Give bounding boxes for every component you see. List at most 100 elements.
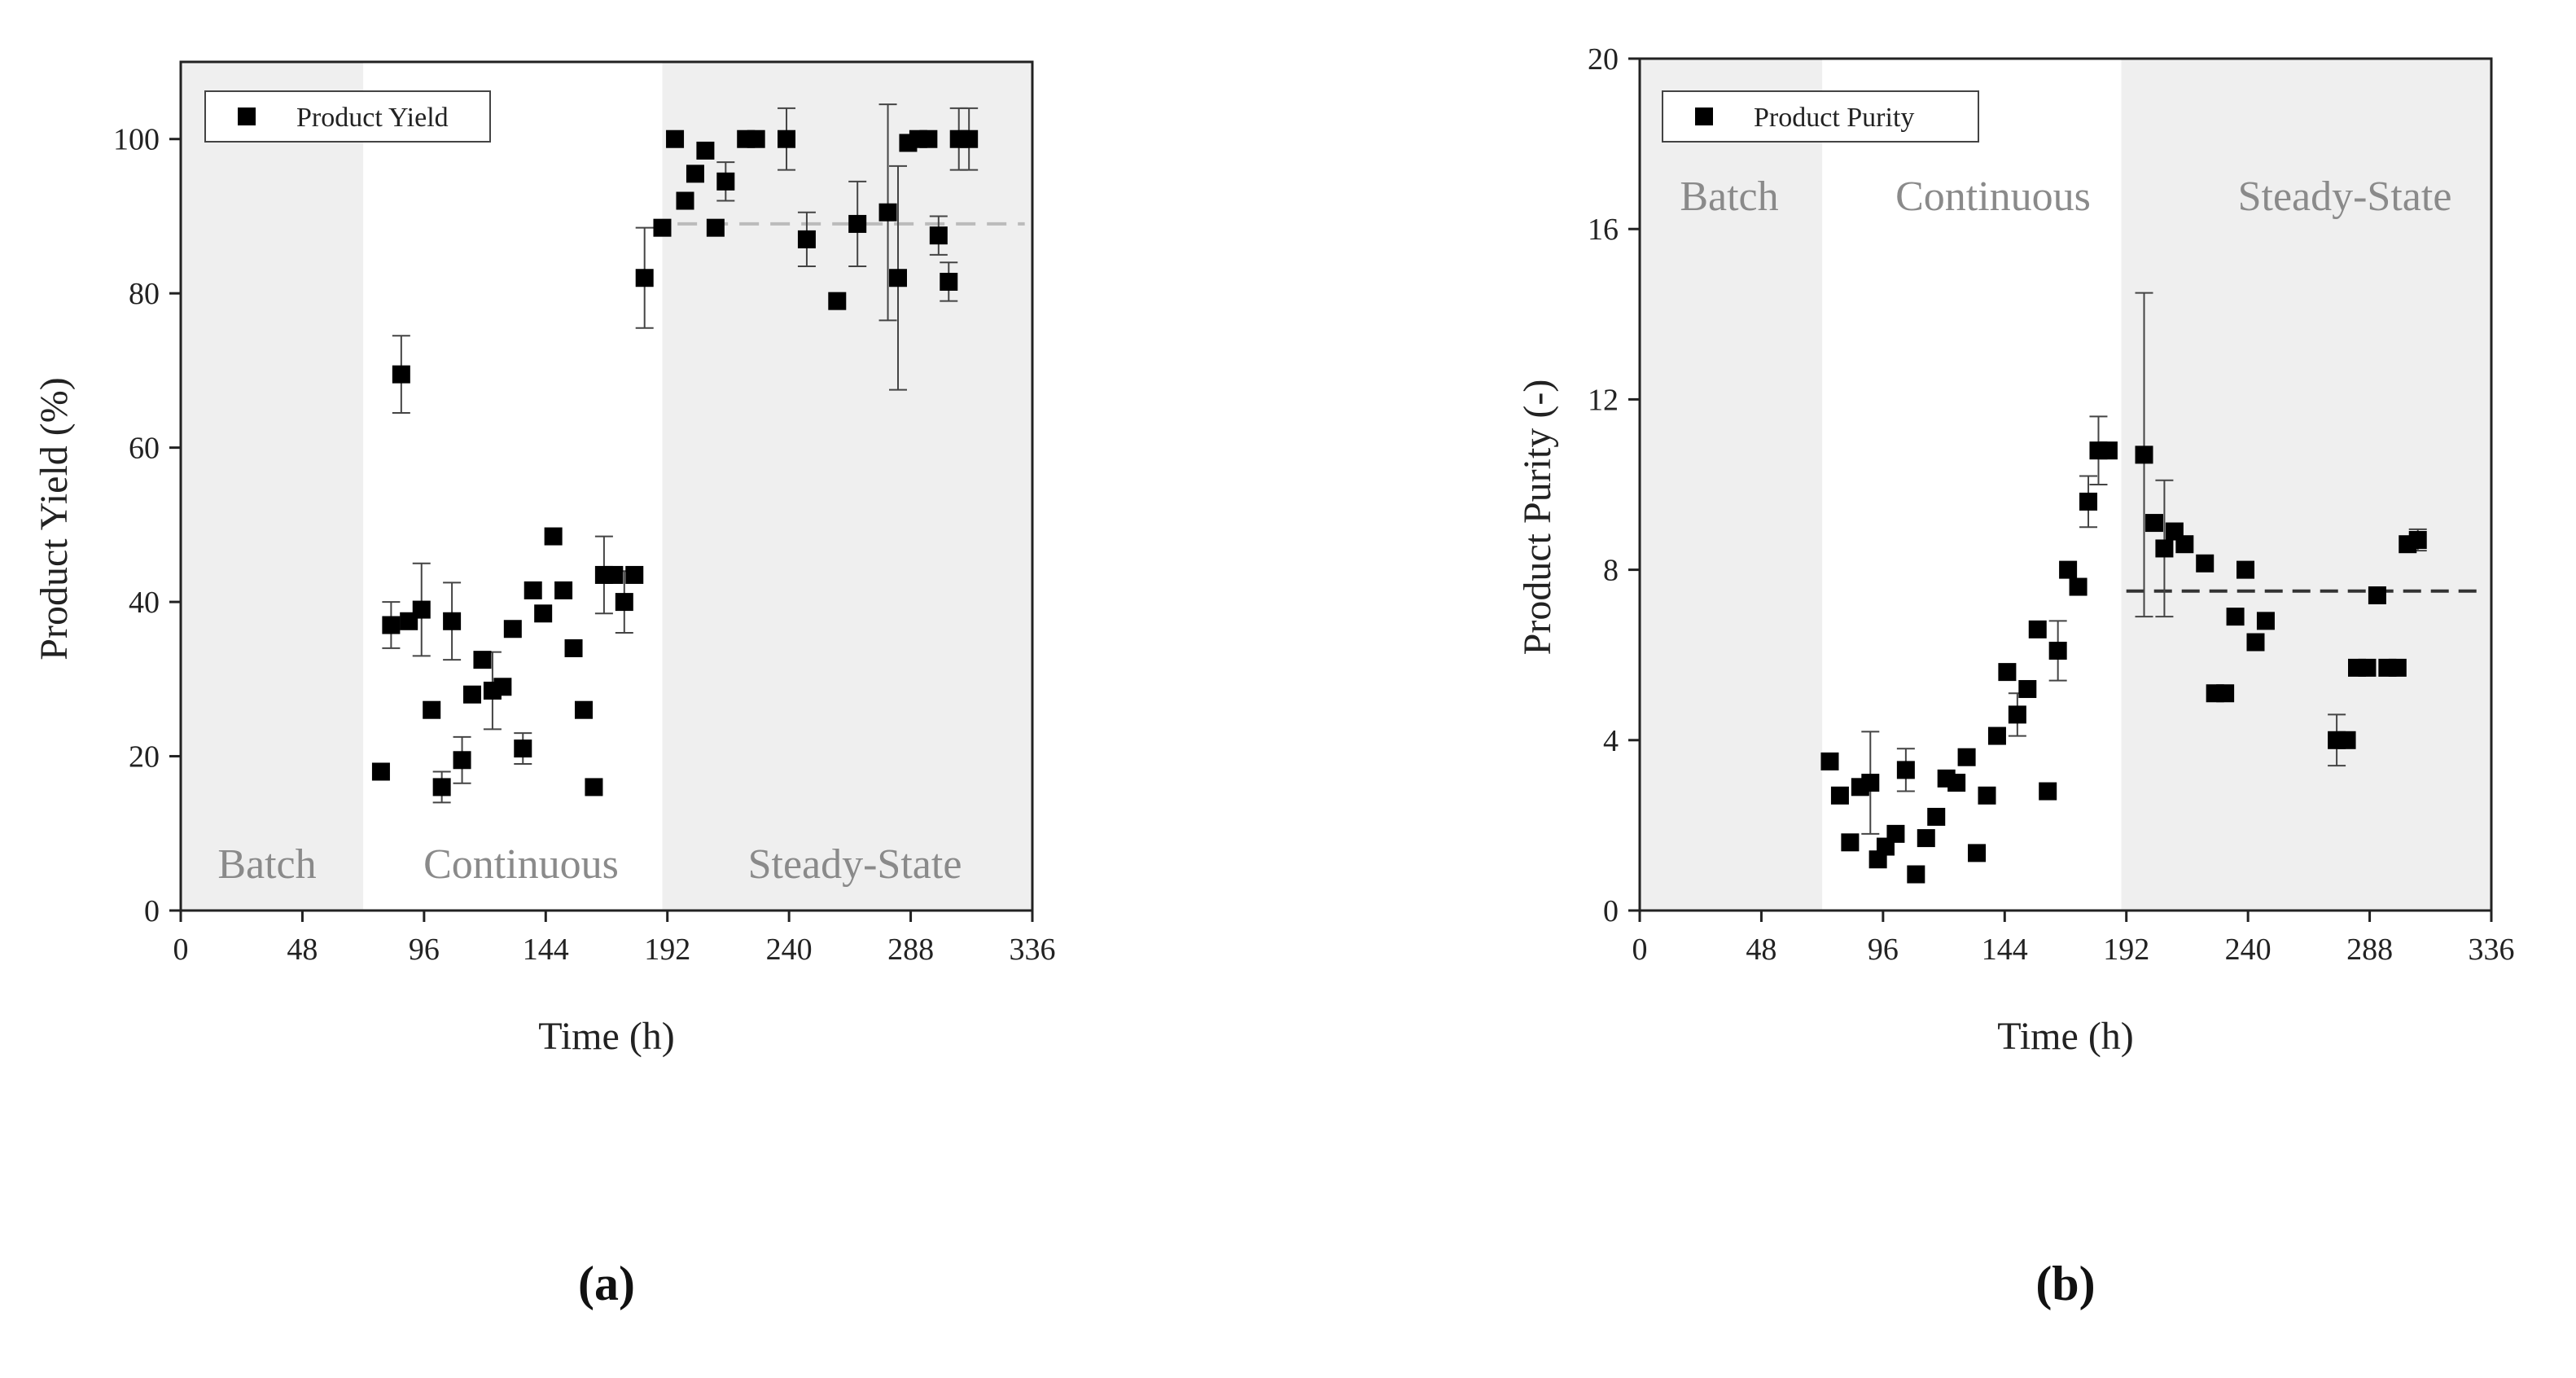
data-point (534, 604, 553, 623)
x-tick-label: 288 (2346, 933, 2393, 967)
data-point (2358, 658, 2377, 677)
data-point (1841, 833, 1860, 852)
data-point (889, 269, 908, 287)
data-point (940, 272, 958, 291)
x-tick-label: 192 (644, 933, 690, 967)
panel-a-chart: Batch Continuous Steady-State 0 48 96 144 192 24… (33, 60, 1056, 1310)
phase-label-steady-state: Steady-State (748, 841, 962, 888)
phase-label-batch: Batch (1680, 173, 1778, 220)
data-point (1947, 774, 1966, 792)
data-point (696, 141, 715, 160)
phase-label-continuous: Continuous (423, 841, 619, 888)
y-axis-title: Product Yield (%) (33, 377, 76, 660)
x-tick-label: 0 (173, 933, 189, 967)
data-point (554, 581, 573, 599)
data-point (797, 230, 816, 248)
plot-frame (1638, 57, 2493, 912)
y-tick-label: 0 (1603, 894, 1619, 928)
legend-marker (238, 108, 256, 125)
data-point (544, 527, 563, 546)
x-tick-label: 0 (1632, 933, 1648, 967)
data-point (585, 778, 603, 797)
panel-label: (a) (578, 1257, 635, 1310)
x-axis-title: Time (h) (538, 1015, 675, 1058)
data-point (514, 739, 532, 758)
x-tick-label: 48 (1746, 933, 1776, 967)
data-point (635, 269, 654, 287)
data-point (2388, 658, 2407, 677)
data-point (2048, 641, 2067, 660)
y-tick-label: 20 (1588, 42, 1619, 77)
data-point (2028, 620, 2047, 639)
phase-region-steady-state (2121, 59, 2491, 911)
y-tick-label: 80 (129, 277, 160, 311)
y-tick-label: 0 (144, 894, 160, 928)
data-point (747, 129, 765, 148)
data-point (929, 226, 948, 245)
data-point (828, 292, 847, 310)
data-point (960, 129, 979, 148)
data-point (524, 581, 542, 599)
data-point (503, 620, 522, 639)
data-point (412, 600, 431, 619)
data-point (1978, 786, 1996, 805)
data-point (443, 612, 462, 630)
x-axis-title: Time (h) (1997, 1015, 2134, 1058)
data-point (1896, 761, 1915, 779)
x-tick-label: 288 (887, 933, 934, 967)
x-tick-label: 144 (523, 933, 569, 967)
data-point (919, 129, 938, 148)
x-tick-label: 240 (2225, 933, 2272, 967)
y-tick-label: 20 (129, 740, 160, 775)
data-point (2408, 530, 2427, 549)
data-point (432, 778, 451, 797)
data-point (2155, 539, 2174, 558)
panel-label: (b) (2035, 1257, 2095, 1310)
phase-label-steady-state: Steady-State (2238, 173, 2452, 220)
phase-label-batch: Batch (217, 841, 316, 888)
data-point (2226, 608, 2245, 626)
data-point (706, 218, 725, 237)
data-point (2059, 560, 2078, 579)
data-point (2368, 586, 2386, 604)
data-point (676, 191, 694, 210)
legend-marker (1695, 108, 1713, 125)
data-point (2008, 705, 2026, 724)
data-point (1968, 844, 1987, 862)
y-tick-label: 4 (1603, 724, 1619, 758)
x-tick-label: 192 (2103, 933, 2149, 967)
data-point (1861, 774, 1880, 792)
data-point (382, 616, 401, 634)
data-point (1907, 865, 1925, 884)
data-point (1886, 824, 1905, 843)
data-point (1957, 748, 1976, 766)
y-tick-label: 60 (129, 432, 160, 466)
data-point (1820, 752, 1839, 770)
data-point (2069, 577, 2088, 596)
data-point (2246, 633, 2265, 652)
data-point (605, 565, 624, 584)
data-point (574, 700, 593, 719)
y-tick-label: 12 (1588, 383, 1619, 417)
data-point (493, 678, 512, 696)
x-tick-label: 336 (1010, 933, 1056, 967)
data-point (2018, 680, 2037, 699)
data-point (423, 700, 441, 719)
data-point (2175, 535, 2194, 554)
y-tick-label: 100 (113, 123, 160, 157)
data-point (1927, 807, 1946, 826)
data-point (2236, 560, 2255, 579)
data-point (2079, 492, 2098, 511)
data-point (2144, 514, 2163, 533)
data-point (716, 172, 735, 191)
x-tick-label: 96 (409, 933, 440, 967)
data-point (666, 129, 685, 148)
data-point (392, 365, 410, 384)
data-point (653, 218, 672, 237)
data-point (2135, 445, 2153, 464)
phase-label-continuous: Continuous (1895, 173, 2091, 220)
data-point (1998, 663, 2017, 682)
data-point (463, 685, 482, 704)
data-point (473, 651, 492, 669)
